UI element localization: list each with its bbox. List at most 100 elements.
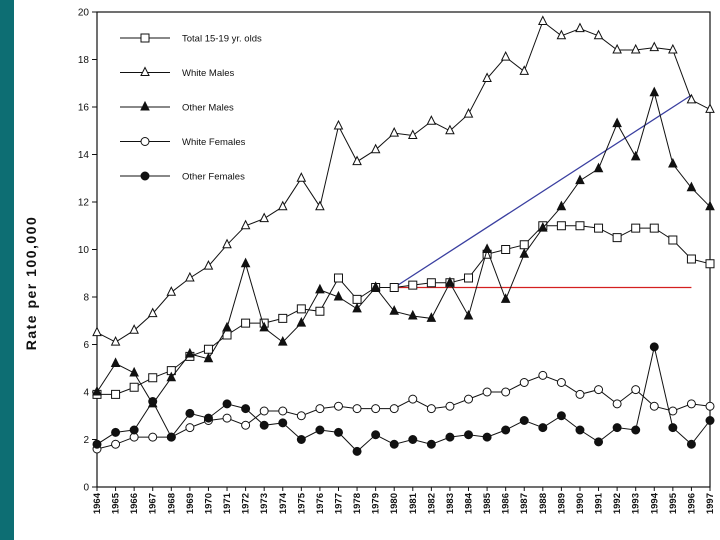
- data-point-white-males: [575, 22, 585, 33]
- data-point-white-males: [649, 41, 660, 52]
- x-tick-label: 1977: [333, 493, 344, 514]
- data-point-other-males: [166, 371, 177, 382]
- data-point-white-females: [556, 378, 566, 387]
- data-point-other-males: [538, 222, 548, 232]
- legend-label-white-males: White Males: [182, 68, 235, 79]
- data-point-white-females: [575, 389, 585, 399]
- data-point-white-males: [333, 119, 344, 130]
- data-point-white-males: [315, 200, 325, 211]
- data-point-white-males: [296, 172, 307, 182]
- data-point-other-females: [111, 427, 121, 437]
- data-point-other-females: [92, 439, 102, 449]
- data-point-white-males: [463, 108, 474, 118]
- data-point-other-males: [296, 317, 307, 327]
- y-tick-label: 8: [83, 293, 89, 304]
- data-point-total-15-19-yr-olds: [464, 273, 474, 283]
- y-tick-label: 14: [78, 150, 90, 161]
- data-point-white-males: [389, 127, 400, 137]
- data-point-white-males: [185, 271, 195, 282]
- data-point-other-females: [501, 425, 511, 435]
- data-point-other-males: [110, 357, 121, 367]
- x-tick-label: 1989: [556, 493, 567, 514]
- data-point-total-15-19-yr-olds: [278, 313, 288, 323]
- data-point-total-15-19-yr-olds: [426, 278, 436, 288]
- data-point-other-females: [612, 423, 622, 433]
- x-tick-label: 1984: [464, 492, 475, 514]
- data-point-other-males: [92, 385, 102, 396]
- x-tick-label: 1974: [278, 492, 289, 514]
- data-point-other-females: [594, 437, 604, 447]
- data-point-other-females: [166, 432, 176, 442]
- data-point-other-females: [315, 425, 325, 435]
- x-tick-label: 1988: [538, 493, 549, 514]
- y-tick-label: 4: [83, 388, 89, 399]
- y-tick-label: 2: [83, 435, 89, 446]
- data-point-total-15-19-yr-olds: [315, 306, 325, 316]
- data-point-total-15-19-yr-olds: [129, 382, 139, 392]
- data-point-white-females: [352, 404, 362, 414]
- data-point-other-females: [464, 430, 474, 440]
- x-tick-label: 1995: [668, 492, 679, 514]
- data-point-total-15-19-yr-olds: [333, 273, 343, 283]
- data-point-other-males: [705, 200, 715, 211]
- data-point-other-males: [203, 352, 214, 363]
- data-point-other-males: [593, 162, 604, 173]
- data-point-white-females: [296, 411, 306, 421]
- x-tick-label: 1993: [631, 493, 642, 514]
- legend-marker-other-females: [140, 171, 150, 181]
- x-tick-label: 1970: [203, 493, 214, 514]
- data-point-other-males: [649, 86, 660, 97]
- x-tick-label: 1986: [501, 493, 512, 514]
- y-tick-label: 0: [83, 483, 89, 494]
- data-point-white-females: [705, 401, 715, 411]
- data-point-white-females: [148, 432, 158, 442]
- blue-trend-line: [393, 94, 692, 289]
- x-tick-label: 1983: [445, 493, 456, 514]
- data-point-white-females: [594, 385, 604, 395]
- trend-lines: [393, 94, 692, 289]
- axes: 0 2 4 6 8 10 12 14 16 18 20 1964 1965 1966 1967 1968 196…: [78, 8, 716, 515]
- series-line-other-males: [96, 90, 711, 405]
- data-point-other-males: [259, 321, 269, 332]
- data-point-other-females: [222, 399, 232, 409]
- legend-label-white-females: White Females: [182, 137, 246, 148]
- data-point-other-males: [686, 181, 697, 192]
- data-point-other-males: [612, 117, 622, 128]
- x-tick-label: 1968: [166, 493, 177, 514]
- x-tick-label: 1965: [111, 492, 122, 514]
- data-point-white-males: [705, 103, 715, 113]
- data-point-other-males: [668, 157, 678, 168]
- data-point-white-females: [519, 378, 529, 387]
- y-tick-label: 10: [78, 245, 90, 256]
- data-point-white-females: [333, 401, 343, 411]
- data-point-other-females: [241, 404, 251, 414]
- legend: Total 15-19 yr. olds White Males Other Mal…: [120, 33, 262, 183]
- series-white-females: [92, 370, 715, 454]
- legend-marker-other-males: [140, 100, 150, 111]
- data-point-white-males: [222, 238, 232, 249]
- data-point-other-males: [482, 243, 492, 253]
- data-point-total-15-19-yr-olds: [389, 283, 399, 292]
- data-point-white-females: [501, 387, 511, 397]
- data-point-white-males: [203, 260, 214, 270]
- series-lines: [92, 15, 715, 456]
- legend-marker-total-15-19-yr-olds: [140, 33, 150, 43]
- x-tick-label: 1994: [649, 492, 660, 514]
- data-point-white-females: [222, 413, 232, 423]
- legend-label-total-15-19-yr-olds: Total 15-19 yr. olds: [182, 34, 262, 45]
- data-point-white-males: [370, 143, 381, 154]
- series-line-total-15-19-yr-olds: [97, 225, 711, 395]
- series-total-15-19-yr-olds: [92, 221, 715, 399]
- data-point-white-females: [426, 404, 436, 414]
- x-tick-label: 1979: [371, 493, 382, 514]
- data-point-total-15-19-yr-olds: [575, 221, 585, 231]
- data-point-white-males: [538, 15, 548, 25]
- data-point-white-males: [352, 155, 362, 166]
- x-tick-label: 1997: [705, 493, 716, 514]
- data-point-other-males: [500, 293, 511, 303]
- x-tick-label: 1975: [296, 492, 307, 514]
- data-point-white-males: [426, 115, 437, 125]
- data-point-white-males: [445, 124, 455, 135]
- data-point-other-males: [240, 257, 251, 268]
